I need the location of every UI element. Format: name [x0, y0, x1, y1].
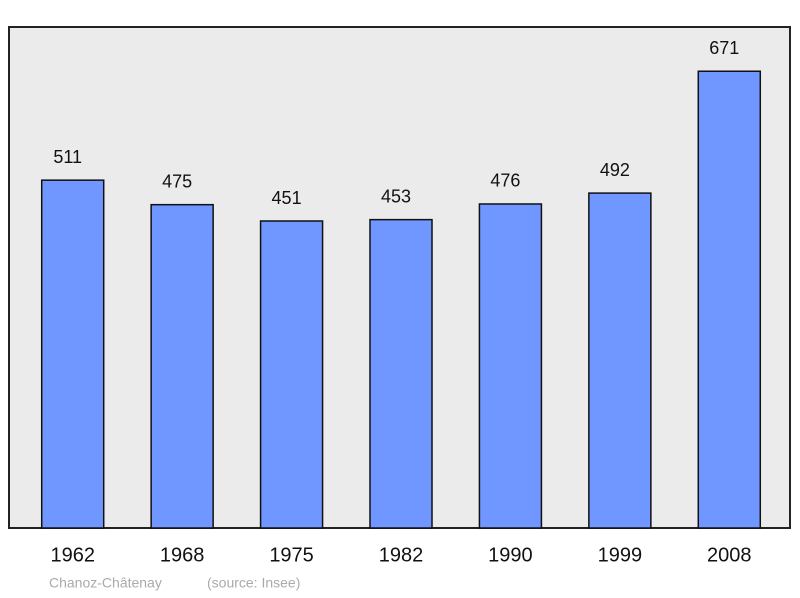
- x-tick-label: 1968: [160, 544, 205, 566]
- x-tick-label: 2008: [707, 544, 752, 566]
- x-tick-label: 1990: [488, 544, 533, 566]
- caption: Chanoz-Châtenay: [49, 575, 162, 591]
- value-label: 453: [381, 186, 411, 206]
- x-tick-label: 1999: [598, 544, 643, 566]
- value-label: 451: [272, 188, 302, 208]
- x-tick-label: 1982: [379, 544, 424, 566]
- x-tick-label: 1962: [50, 544, 95, 566]
- bar: [369, 218, 433, 529]
- bar: [697, 70, 762, 529]
- x-tick-label: 1975: [269, 544, 314, 566]
- bar: [40, 179, 105, 529]
- bar: [478, 203, 543, 529]
- bar: [150, 203, 214, 529]
- value-label: 511: [53, 147, 82, 167]
- bar: [259, 220, 324, 529]
- value-label: 671: [709, 38, 739, 58]
- value-label: 476: [490, 171, 520, 191]
- value-label: 475: [162, 171, 192, 191]
- source: (source: Insee): [207, 575, 300, 591]
- bar: [588, 192, 652, 529]
- value-label: 492: [600, 160, 630, 180]
